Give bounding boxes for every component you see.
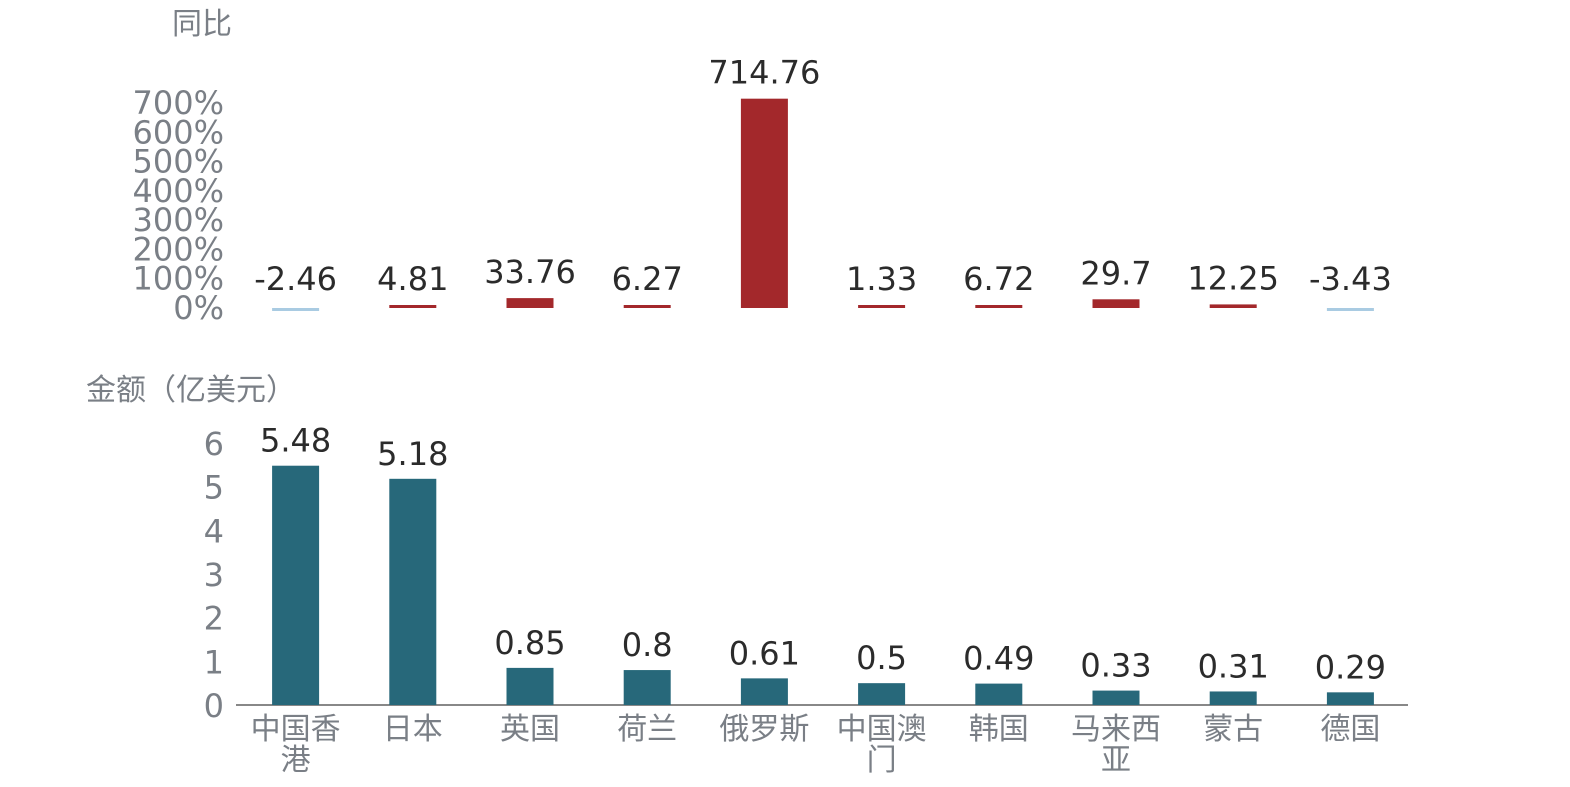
yoy-y-tick-label: 200% [133, 230, 224, 268]
amount-y-tick-label: 3 [204, 556, 224, 594]
amount-bars [272, 465, 1374, 705]
amount-data-label: 0.49 [963, 640, 1034, 678]
yoy-y-tick-label: 300% [133, 201, 224, 239]
x-category-label: 亚 [1101, 743, 1131, 778]
amount-y-tick-label: 1 [204, 643, 224, 681]
yoy-data-label: 714.76 [708, 54, 820, 92]
amount-data-label: 0.8 [622, 626, 673, 664]
amount-bar [740, 678, 788, 705]
yoy-y-tick-label: 600% [133, 113, 224, 151]
yoy-bar [858, 305, 906, 308]
yoy-bar [506, 298, 554, 308]
amount-data-label: 5.18 [377, 435, 448, 473]
amount-y-tick-label: 5 [204, 469, 224, 507]
yoy-data-label: -3.43 [1309, 260, 1392, 298]
x-category-label: 韩国 [969, 712, 1029, 747]
amount-data-label: 0.61 [729, 634, 800, 672]
amount-data-label: 5.48 [260, 422, 331, 460]
amount-bar [1092, 690, 1140, 705]
amount-data-label: 0.5 [856, 639, 907, 677]
yoy-data-label: 6.72 [963, 260, 1034, 298]
amount-bar [389, 478, 437, 705]
yoy-data-label: 12.25 [1187, 259, 1279, 297]
amount-y-ticks: 0 1 2 3 4 5 6 [204, 425, 224, 725]
yoy-data-label: 1.33 [846, 260, 917, 298]
amount-bar [1326, 692, 1374, 705]
amount-bar [975, 683, 1023, 705]
amount-data-label: 0.85 [494, 624, 565, 662]
yoy-data-label: 4.81 [377, 260, 448, 298]
yoy-axis-title: 同比 [172, 7, 232, 42]
x-category-label: 马来西 [1071, 712, 1161, 747]
yoy-bar [623, 305, 671, 308]
yoy-data-label: -2.46 [254, 260, 337, 298]
yoy-data-label: 33.76 [484, 253, 576, 291]
amount-bar [272, 465, 320, 705]
yoy-y-tick-label: 500% [133, 143, 224, 181]
yoy-data-label: 6.27 [612, 260, 683, 298]
yoy-bar [740, 98, 788, 308]
amount-data-label: 0.33 [1080, 647, 1151, 685]
x-category-label: 英国 [500, 712, 560, 747]
yoy-bar [1209, 304, 1257, 308]
x-category-label: 德国 [1320, 712, 1380, 747]
amount-y-tick-label: 4 [204, 512, 224, 550]
yoy-y-ticks: 0%100%200%300%400%500%600%700% [133, 84, 224, 327]
yoy-y-tick-label: 700% [133, 84, 224, 122]
yoy-data-label: 29.7 [1080, 254, 1151, 292]
amount-y-tick-label: 6 [204, 425, 224, 463]
amount-data-labels: 5.48 5.18 0.85 0.8 0.61 0.5 0.49 0.33 0.31 0.29 [260, 422, 1386, 687]
yoy-y-tick-label: 100% [133, 260, 224, 298]
amount-data-label: 0.29 [1315, 648, 1386, 686]
x-category-label: 中国澳 [837, 712, 927, 747]
x-category-label: 日本 [383, 712, 443, 747]
yoy-y-tick-label: 0% [173, 289, 224, 327]
amount-bar [623, 670, 671, 705]
x-category-label: 中国香 [251, 712, 341, 747]
amount-y-tick-label: 2 [204, 600, 224, 638]
amount-data-label: 0.31 [1198, 647, 1269, 685]
x-category-label: 荷兰 [617, 712, 677, 747]
x-category-label: 港 [281, 743, 311, 778]
amount-chart: 金额（亿美元） 0 1 2 3 4 5 6 5.48 5.18 0.85 0.8 0.61 0.5 0.… [86, 373, 1408, 778]
yoy-bars [272, 98, 1374, 311]
yoy-bar [272, 308, 320, 311]
amount-axis-title: 金额（亿美元） [86, 373, 296, 408]
amount-bar [858, 683, 906, 705]
amount-bar [1209, 691, 1257, 705]
amount-bar [506, 667, 554, 705]
yoy-bar [975, 305, 1023, 308]
yoy-bar [1326, 308, 1374, 311]
x-category-label: 蒙古 [1203, 712, 1263, 747]
x-category-label: 门 [867, 743, 897, 778]
x-category-label: 俄罗斯 [719, 712, 809, 747]
yoy-bar [1092, 299, 1140, 308]
yoy-y-tick-label: 400% [133, 172, 224, 210]
yoy-chart: 同比 0%100%200%300%400%500%600%700% -2.46 4… [133, 7, 1392, 327]
amount-y-tick-label: 0 [204, 687, 224, 725]
yoy-bar [389, 305, 437, 308]
yoy-data-labels: -2.46 4.81 33.76 6.27 714.76 1.33 6.72 29.7 12.2… [254, 54, 1392, 298]
